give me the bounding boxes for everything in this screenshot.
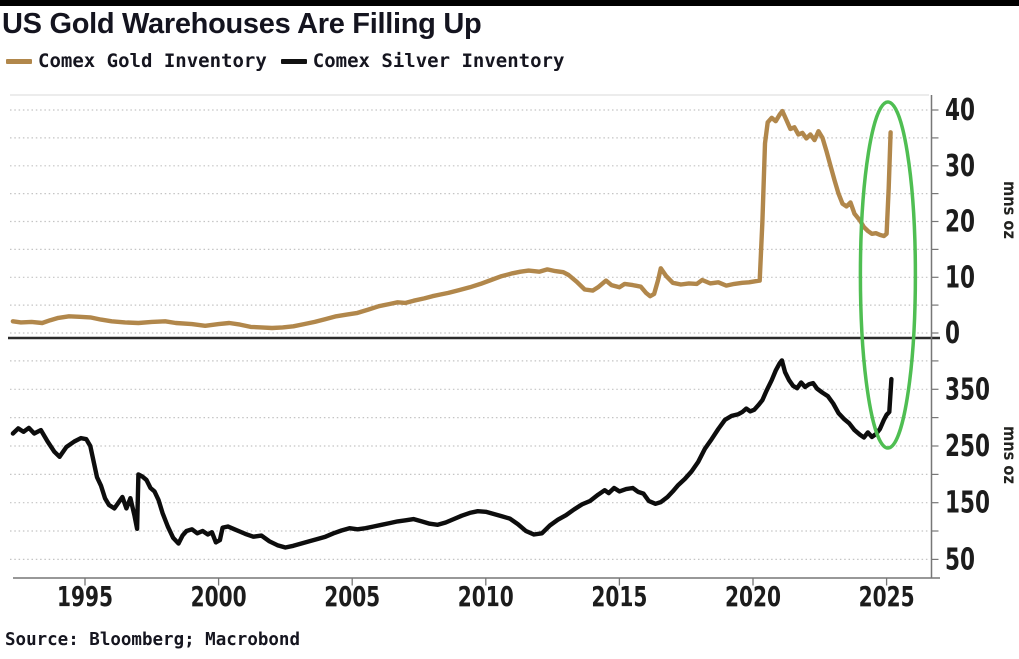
- y-tick-label: 40: [945, 93, 975, 128]
- x-tick-label: 2025: [859, 580, 915, 613]
- y-tick-label: 20: [945, 205, 975, 240]
- y-axis-unit-label: mns oz: [999, 426, 1019, 484]
- x-tick-label: 2020: [725, 580, 781, 613]
- x-tick-label: 2005: [324, 580, 380, 613]
- y-tick-label: 350: [945, 372, 990, 407]
- silver-line: [10, 358, 894, 550]
- x-tick-label: 2015: [591, 580, 647, 613]
- gold-line: [10, 108, 893, 331]
- y-tick-label: 50: [945, 542, 975, 577]
- source-note: Source: Bloomberg; Macrobond: [5, 630, 301, 650]
- x-tick-label: 1995: [57, 580, 113, 613]
- silver-line-dash-icon: [280, 58, 307, 64]
- gold-line-dash-icon: [6, 58, 32, 64]
- x-tick-label: 2010: [458, 580, 514, 613]
- y-tick-label: 10: [945, 260, 975, 295]
- y-tick-label: 0: [945, 316, 960, 351]
- y-tick-label: 250: [945, 429, 990, 464]
- legend-label-gold: Comex Gold Inventory: [38, 50, 267, 72]
- highlight-ellipse: [858, 100, 918, 450]
- chart-title: US Gold Warehouses Are Filling Up: [2, 8, 482, 40]
- top-rule-bar: [0, 0, 1019, 6]
- y-tick-label: 150: [945, 486, 990, 521]
- legend: Comex Gold Inventory Comex Silver Invent…: [6, 50, 564, 72]
- chart-canvas: 0 10 20 30 40 mns oz 50 150 250 350 mns oz 1995 2000…: [8, 93, 1019, 613]
- y-axis-unit-label: mns oz: [999, 181, 1019, 239]
- x-tick-label: 2000: [191, 580, 247, 613]
- legend-label-silver: Comex Silver Inventory: [312, 50, 565, 72]
- legend-item-gold: Comex Gold Inventory: [6, 50, 267, 72]
- y-tick-label: 30: [945, 149, 975, 184]
- legend-item-silver: Comex Silver Inventory: [280, 50, 565, 72]
